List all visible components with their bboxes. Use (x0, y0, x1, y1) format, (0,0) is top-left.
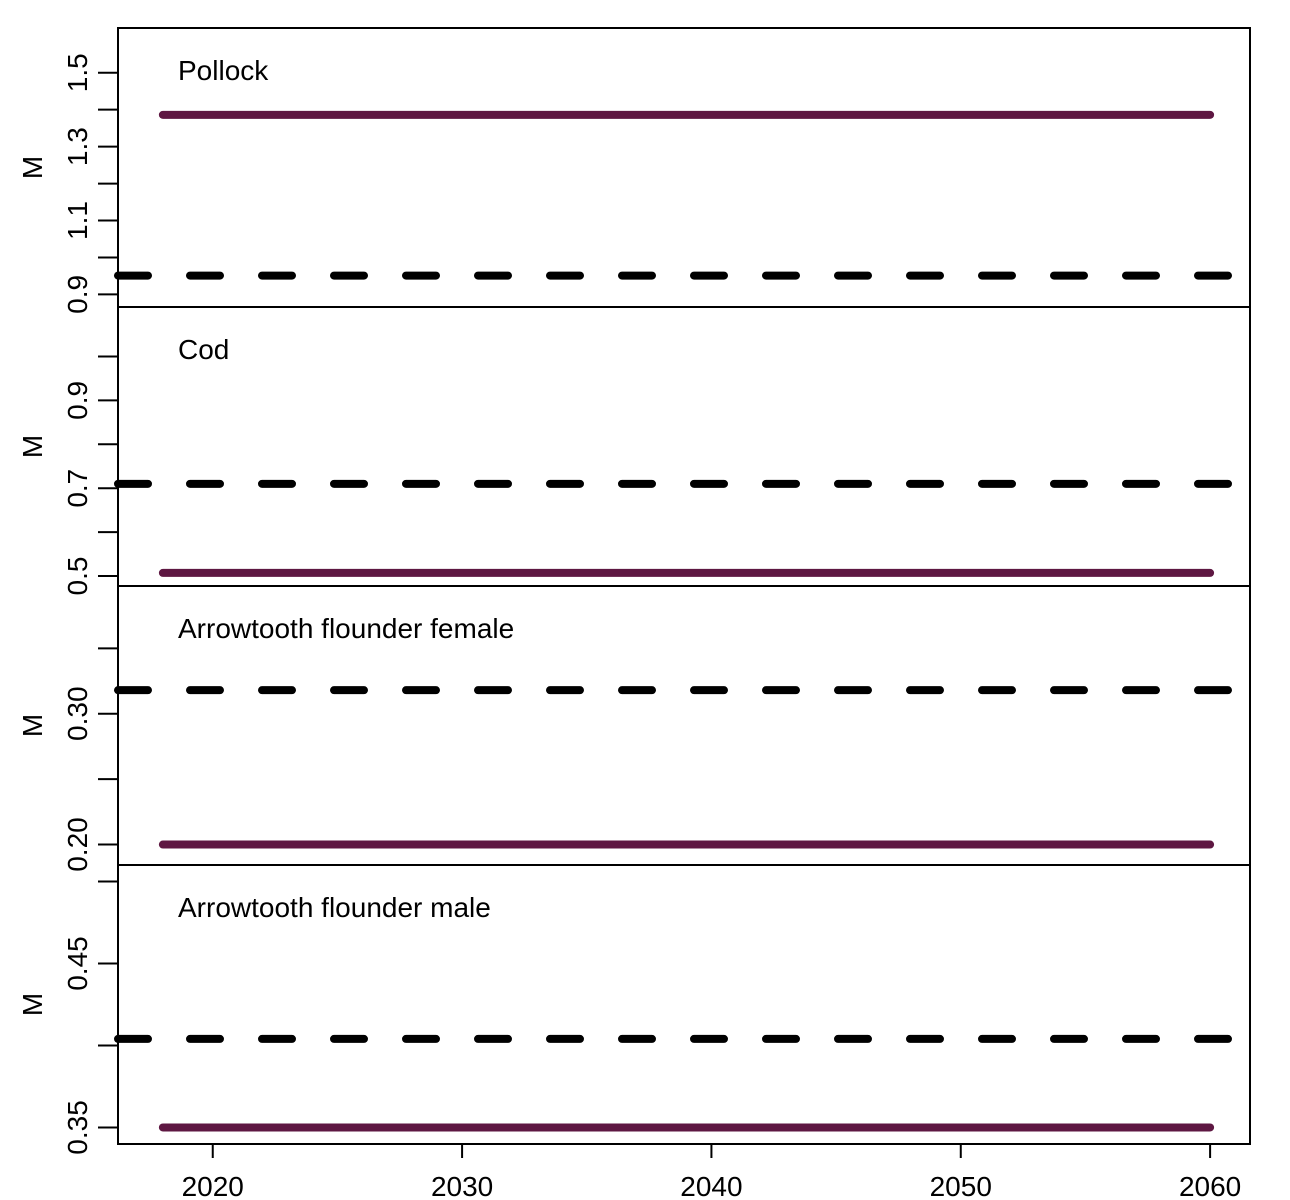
y-tick-label: 1.1 (62, 201, 93, 240)
panel-2: 0.5 0.7 0.9 M Cod (17, 306, 1254, 596)
x-tick-label: 2060 (1179, 1171, 1241, 1200)
y-tick-label: 0.7 (62, 469, 93, 508)
y-axis-label: M (17, 435, 48, 458)
panel-frame (117, 27, 1251, 308)
x-axis: 2020 2030 2040 2050 2060 (182, 1143, 1241, 1200)
panel-title: Pollock (178, 55, 269, 86)
y-tick-label: 0.20 (62, 817, 93, 872)
panel-4: 0.35 0.45 M Arrowtooth flounder male (17, 864, 1254, 1155)
panel-1: 0.9 1.1 1.3 1.5 M Pollock (17, 27, 1254, 314)
y-tick-label: 0.9 (62, 381, 93, 420)
y-tick-label: 0.9 (62, 275, 93, 314)
panel-title: Arrowtooth flounder male (178, 892, 491, 923)
x-tick-label: 2030 (431, 1171, 493, 1200)
y-tick-label: 0.35 (62, 1100, 93, 1155)
y-tick-label: 0.45 (62, 936, 93, 991)
x-tick-label: 2050 (930, 1171, 992, 1200)
y-tick-label: 0.5 (62, 557, 93, 596)
x-tick-label: 2040 (680, 1171, 742, 1200)
x-tick-label: 2020 (182, 1171, 244, 1200)
panel-title: Cod (178, 334, 229, 365)
y-axis-label: M (17, 714, 48, 737)
chart-panels: 0.91.11.31.5MPollock0.50.70.9MCod0.200.3… (17, 27, 1254, 1155)
y-tick-label: 0.30 (62, 686, 93, 741)
y-tick-label: 1.5 (62, 53, 93, 92)
panel-frame (117, 306, 1251, 587)
y-axis-label: M (17, 993, 48, 1016)
y-axis-label: M (17, 156, 48, 179)
y-tick-label: 1.3 (62, 127, 93, 166)
panel-title: Arrowtooth flounder female (178, 613, 514, 644)
panel-3: 0.20 0.30 M Arrowtooth flounder female (17, 585, 1254, 872)
